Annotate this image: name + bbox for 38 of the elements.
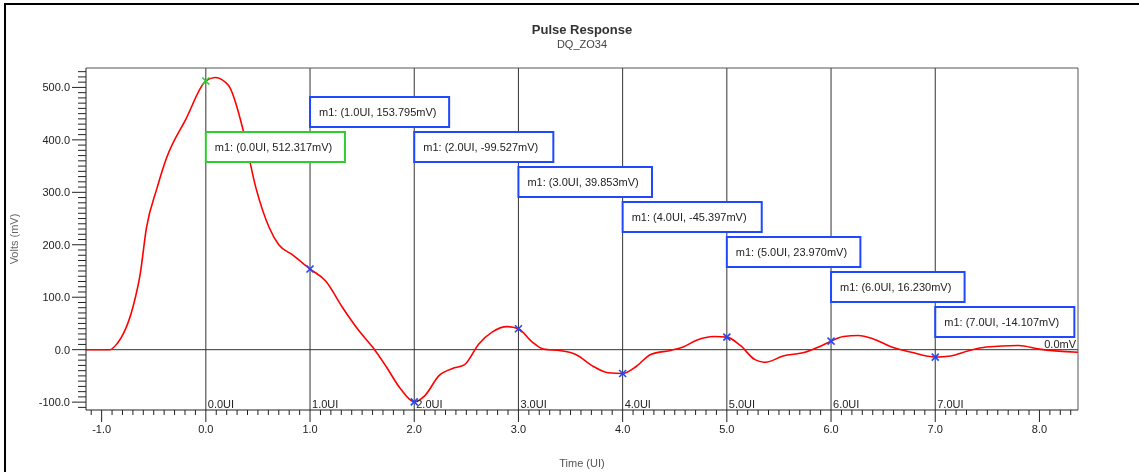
x-tick-label: 0.0 — [198, 423, 214, 435]
x-tick-label: 4.0 — [614, 423, 631, 435]
y-axis-title: Volts (mV) — [8, 213, 20, 265]
y-tick-label: 0.0 — [54, 343, 70, 356]
annotation: m1: (5.0UI, 23.970mV) — [735, 246, 848, 258]
y-tick-label: 100.0 — [42, 291, 70, 304]
x-tick-label: 8.0 — [1031, 423, 1048, 435]
ref-line-label: 1.0UI — [312, 398, 339, 410]
x-axis-title: Time (UI) — [559, 457, 605, 469]
ref-line-label: 6.0UI — [833, 398, 860, 410]
x-tick-label: -1.0 — [92, 423, 112, 435]
ref-line-label: 2.0UI — [416, 398, 443, 410]
x-tick-label: 2.0 — [406, 423, 422, 435]
annotation: m1: (1.0UI, 153.795mV) — [319, 106, 437, 118]
annotation: m1: (4.0UI, -45.397mV) — [631, 211, 747, 223]
annotation: m1: (3.0UI, 39.853mV) — [527, 176, 639, 188]
y-tick-label: 500.0 — [42, 81, 70, 94]
ref-line-label: 0.0mV — [1044, 337, 1077, 350]
annotation: m1: (7.0UI, -14.107mV) — [944, 316, 1060, 328]
y-tick-label: -100.0 — [38, 396, 70, 409]
y-tick-label: 200.0 — [42, 238, 70, 251]
annotation: m1: (0.0UI, 512.317mV) — [214, 141, 333, 153]
annotation: m1: (2.0UI, -99.527mV) — [423, 141, 539, 153]
x-tick-label: 5.0 — [719, 423, 735, 435]
ref-line-label: 3.0UI — [520, 398, 547, 410]
ref-line-label: 0.0UI — [207, 398, 235, 410]
x-tick-label: 3.0 — [510, 423, 527, 435]
chart-subtitle: DQ_ZO34 — [555, 38, 609, 50]
ref-line-label: 4.0UI — [624, 398, 651, 410]
x-tick-label: 7.0 — [927, 423, 943, 435]
y-tick-label: 400.0 — [42, 133, 70, 146]
annotation: m1: (6.0UI, 16.230mV) — [840, 281, 952, 293]
ref-line-label: 7.0UI — [937, 398, 964, 410]
x-tick-label: 6.0 — [823, 423, 839, 435]
y-tick-label: 300.0 — [42, 186, 70, 199]
ref-line-label: 5.0UI — [728, 398, 756, 410]
chart-title: Pulse Response — [530, 22, 634, 37]
x-tick-label: 1.0 — [302, 423, 318, 435]
